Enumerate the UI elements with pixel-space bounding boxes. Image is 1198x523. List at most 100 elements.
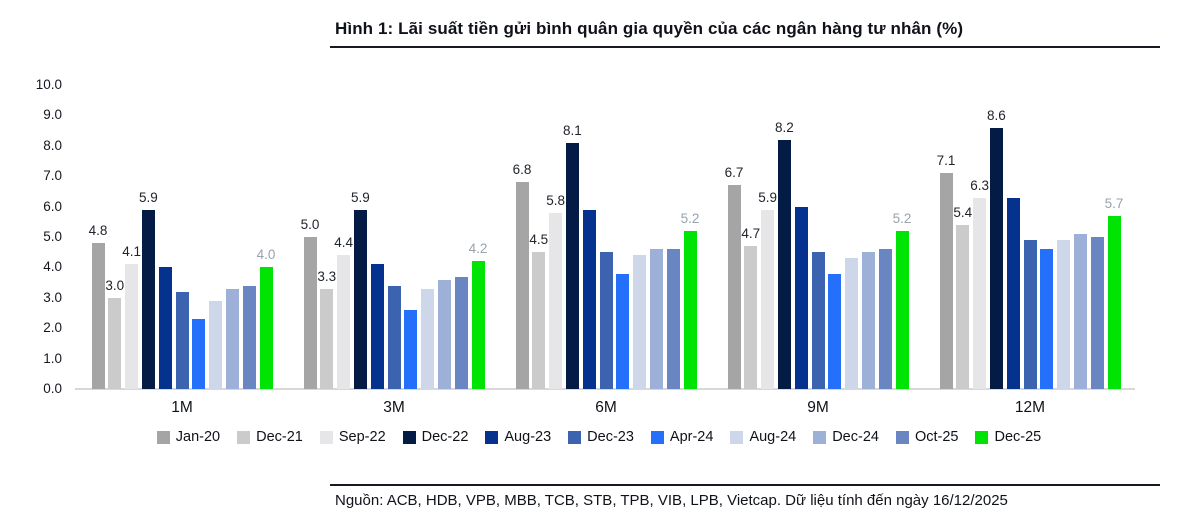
- bar-jan-20-9m: [727, 185, 741, 389]
- legend-item-dec-22: Dec-22: [402, 429, 469, 445]
- bar-apr-24-1m: [192, 319, 206, 389]
- bar-value-label: 5.9: [351, 189, 370, 205]
- legend-label: Dec-22: [421, 429, 469, 445]
- bar-value-label: 5.2: [892, 210, 912, 226]
- bar-dec-25-6m: [683, 230, 697, 389]
- legend-item-dec-23: Dec-23: [568, 429, 634, 445]
- y-axis-tick-label: 9.0: [43, 107, 62, 123]
- legend-swatch-icon: [485, 430, 499, 444]
- bar-dec-21-3m: [320, 288, 334, 389]
- bar-sep-22-1m: [125, 264, 139, 389]
- x-axis-category-label: 6M: [595, 399, 617, 416]
- y-axis-tick-label: 8.0: [43, 137, 62, 153]
- bar-sep-22-9m: [761, 209, 775, 389]
- x-axis-category-label: 1M: [171, 399, 193, 416]
- bar-aug-23-1m: [158, 267, 172, 389]
- bar-value-label: 5.0: [300, 217, 320, 232]
- bar-value-label: 8.1: [563, 122, 582, 138]
- legend-item-aug-23: Aug-23: [485, 429, 551, 445]
- bar-dec-21-6m: [532, 252, 546, 389]
- bar-dec-25-3m: [471, 261, 485, 389]
- bar-dec-23-9m: [811, 252, 825, 389]
- bar-value-label: 4.0: [256, 247, 276, 263]
- legend-item-apr-24: Apr-24: [650, 429, 714, 445]
- x-axis-category-label: 9M: [807, 399, 829, 416]
- bar-oct-25-3m: [454, 276, 468, 389]
- legend-swatch-icon: [402, 430, 416, 444]
- y-axis-tick-label: 4.0: [43, 259, 62, 275]
- bar-sep-22-12m: [973, 197, 987, 389]
- footer-divider-line: [330, 484, 1160, 486]
- bar-dec-23-3m: [387, 285, 401, 389]
- legend-swatch-icon: [156, 430, 170, 444]
- bar-dec-21-1m: [108, 297, 122, 389]
- legend-swatch-icon: [237, 430, 251, 444]
- y-axis-tick-label: 1.0: [43, 350, 62, 366]
- bar-dec-21-12m: [956, 224, 970, 389]
- bar-aug-24-12m: [1057, 240, 1071, 389]
- y-axis-tick-label: 10.0: [35, 77, 62, 92]
- bar-value-label: 8.2: [775, 119, 794, 135]
- bar-jan-20-1m: [91, 243, 105, 389]
- x-axis-category-label: 3M: [383, 399, 405, 416]
- bar-dec-24-3m: [437, 279, 451, 389]
- bar-dec-21-9m: [744, 246, 758, 389]
- bar-aug-24-1m: [209, 300, 223, 389]
- bar-aug-24-6m: [633, 255, 647, 389]
- legend-swatch-icon: [650, 430, 664, 444]
- legend-item-oct-25: Oct-25: [895, 429, 959, 445]
- legend-item-dec-21: Dec-21: [237, 429, 303, 445]
- bar-dec-25-1m: [259, 267, 273, 389]
- x-axis-category-label: 12M: [1014, 399, 1046, 416]
- legend-label: Apr-24: [669, 429, 714, 445]
- bar-aug-23-12m: [1006, 197, 1020, 389]
- bar-oct-25-12m: [1090, 237, 1104, 389]
- bar-apr-24-6m: [616, 273, 630, 389]
- bar-apr-24-3m: [404, 310, 418, 389]
- legend-swatch-icon: [975, 430, 989, 444]
- bar-apr-24-12m: [1040, 249, 1054, 389]
- bar-dec-24-6m: [649, 249, 663, 389]
- bar-aug-23-6m: [582, 209, 596, 389]
- y-axis-tick-label: 2.0: [43, 320, 62, 336]
- bar-value-label: 4.1: [122, 244, 141, 260]
- bar-jan-20-6m: [515, 182, 529, 389]
- legend-label: Dec-24: [832, 429, 879, 445]
- legend-label: Jan-20: [175, 429, 221, 445]
- legend-label: Dec-23: [587, 429, 634, 445]
- bar-value-label: 5.9: [758, 189, 777, 205]
- legend-swatch-icon: [813, 430, 827, 444]
- legend-swatch-icon: [568, 430, 582, 444]
- bar-oct-25-9m: [878, 249, 892, 389]
- bar-dec-24-12m: [1073, 234, 1087, 389]
- bar-sep-22-6m: [549, 212, 563, 389]
- bar-dec-22-1m: [141, 209, 155, 389]
- bar-value-label: 4.8: [88, 223, 108, 239]
- bar-aug-24-3m: [421, 288, 435, 389]
- bar-dec-22-12m: [989, 127, 1003, 389]
- bar-value-label: 3.0: [105, 277, 125, 293]
- bar-apr-24-9m: [828, 273, 842, 389]
- legend-swatch-icon: [319, 430, 333, 444]
- bar-value-label: 4.4: [334, 235, 353, 251]
- chart-title: Hình 1: Lãi suất tiền gửi bình quân gia …: [335, 19, 964, 38]
- bar-oct-25-6m: [666, 249, 680, 389]
- bar-value-label: 5.2: [680, 210, 700, 226]
- legend-label: Sep-22: [338, 429, 386, 445]
- y-axis-tick-label: 3.0: [43, 289, 62, 305]
- title-divider-line: [330, 46, 1160, 48]
- legend-label: Oct-25: [914, 429, 959, 445]
- bar-value-label: 5.8: [546, 192, 565, 208]
- legend-label: Aug-24: [749, 429, 797, 445]
- legend-item-jan-20: Jan-20: [156, 429, 221, 445]
- bar-value-label: 4.2: [468, 241, 488, 257]
- bar-dec-22-3m: [353, 209, 367, 389]
- bar-value-label: 6.3: [970, 177, 989, 193]
- bar-value-label: 7.1: [936, 153, 956, 169]
- bar-dec-24-1m: [225, 288, 239, 389]
- legend-item-dec-25: Dec-25: [975, 429, 1041, 445]
- y-axis-tick-label: 6.0: [43, 198, 62, 214]
- bar-aug-23-3m: [370, 264, 384, 389]
- bar-dec-22-6m: [565, 142, 579, 389]
